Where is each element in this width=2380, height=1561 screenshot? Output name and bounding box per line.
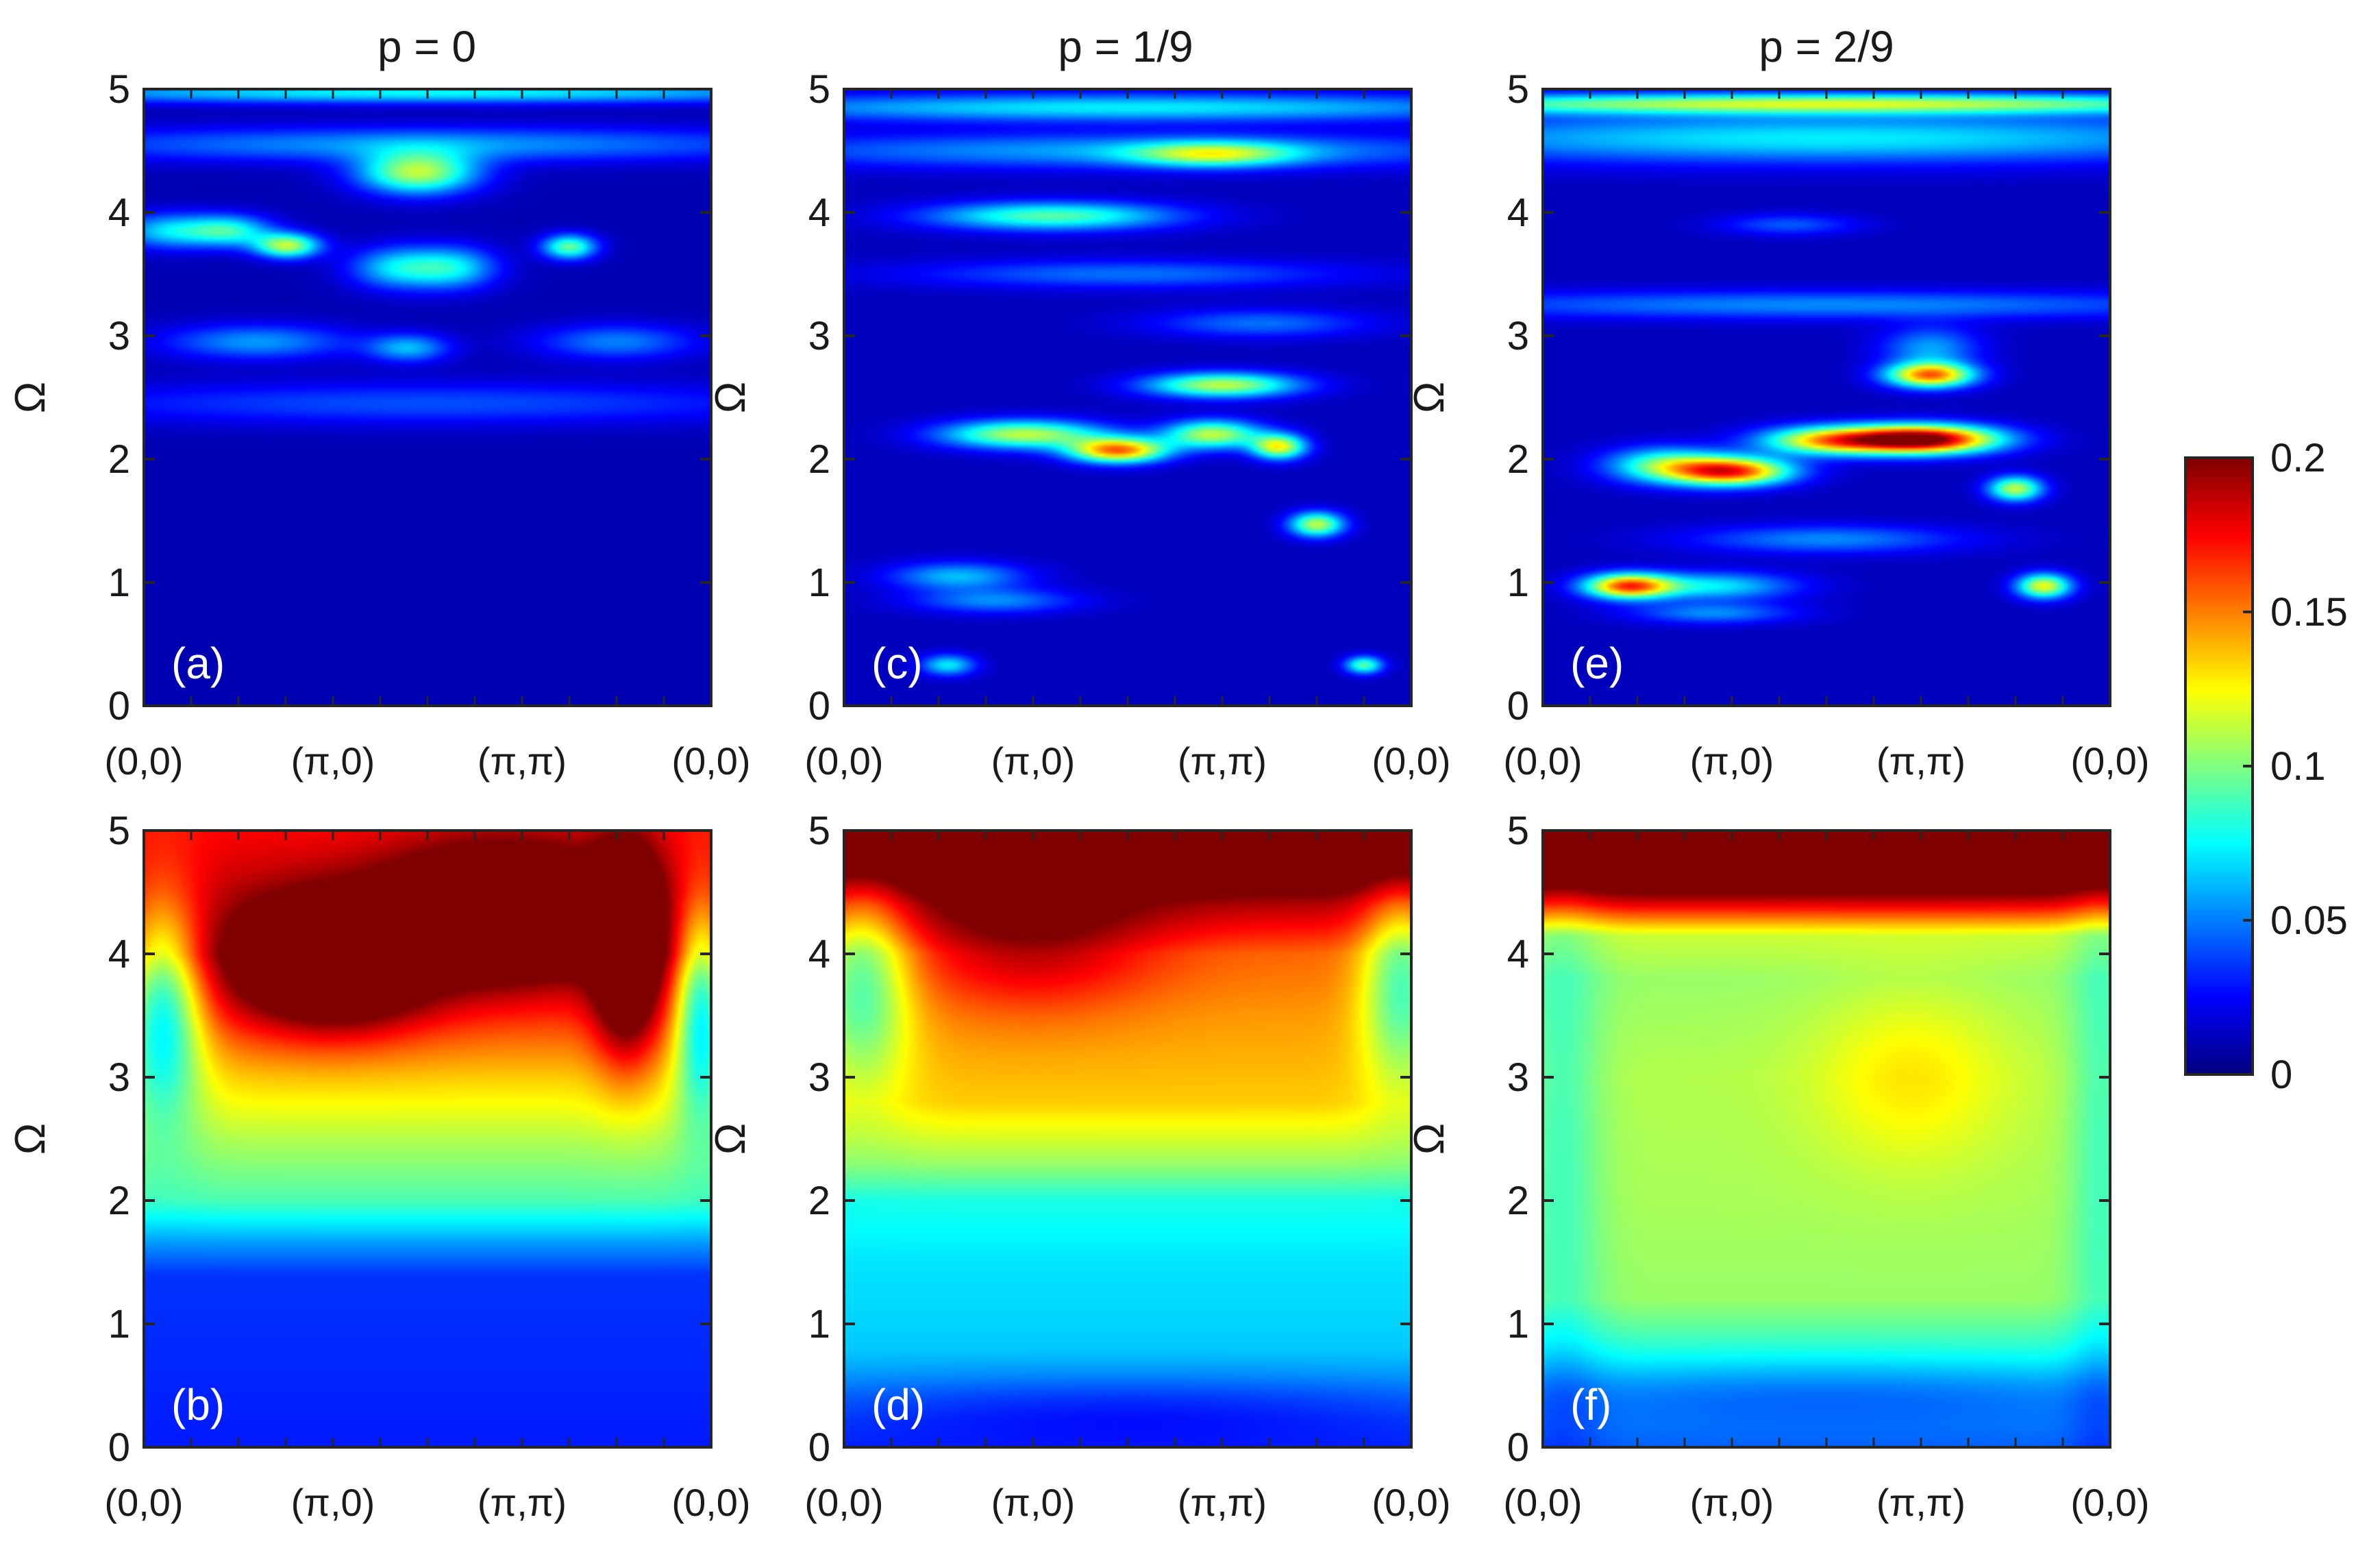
- y-tick-label: 4: [1507, 932, 1529, 976]
- x-tick-label: (π,0): [991, 739, 1076, 783]
- y-axis-label: Ω: [707, 382, 754, 413]
- y-axis-label: Ω: [7, 1123, 54, 1155]
- panel-label: (f): [1570, 1380, 1611, 1429]
- y-tick-label: 3: [1507, 1055, 1529, 1100]
- y-tick-label: 1: [808, 561, 830, 605]
- x-tick-label: (π,π): [1178, 1481, 1267, 1524]
- x-tick-label: (0,0): [104, 739, 183, 783]
- x-tick-label: (0,0): [671, 1481, 750, 1524]
- colorbar-tick-label: 0: [2270, 1053, 2292, 1097]
- panel-b: 0 1 2 3 4 5 (0,0) (π,0) (π,π) (0,0) Ω (b): [7, 809, 751, 1524]
- colorbar-tick-label: 0.15: [2270, 590, 2348, 635]
- x-tick-label: (0,0): [671, 739, 750, 783]
- y-tick-label: 0: [1507, 1425, 1529, 1470]
- y-tick-label: 4: [808, 932, 830, 976]
- y-tick-label: 1: [808, 1302, 830, 1347]
- y-tick-label: 0: [108, 1425, 130, 1470]
- y-tick-label: 5: [808, 67, 830, 112]
- y-tick-label: 3: [808, 1055, 830, 1100]
- x-tick-label: (0,0): [804, 739, 883, 783]
- colorbar-tick-label: 0.05: [2270, 898, 2348, 943]
- y-tick-label: 1: [1507, 561, 1529, 605]
- panel-c: 0 1 2 3 4 5 (0,0) (π,0) (π,π) (0,0) Ω (c): [707, 67, 1451, 783]
- title-p2-9: p = 2/9: [1759, 22, 1894, 71]
- title-p1-9: p = 1/9: [1058, 22, 1193, 71]
- panel-label: (b): [171, 1380, 225, 1429]
- heatmap-image: [144, 831, 711, 1447]
- colorbar-tick-label: 0.1: [2270, 744, 2326, 789]
- x-tick-label: (π,0): [1690, 739, 1774, 783]
- panel-label: (c): [871, 639, 923, 688]
- colorbar: 0 0.05 0.1 0.15 0.2: [2184, 436, 2348, 1097]
- y-tick-label: 4: [808, 190, 830, 235]
- heatmap-image: [1543, 89, 2110, 706]
- y-tick-label: 3: [808, 314, 830, 358]
- x-tick-label: (π,π): [478, 1481, 567, 1524]
- y-tick-label: 5: [108, 67, 130, 112]
- y-tick-label: 4: [108, 932, 130, 976]
- heatmap-image: [844, 831, 1411, 1447]
- x-tick-label: (0,0): [1372, 739, 1450, 783]
- y-tick-label: 0: [108, 684, 130, 728]
- x-tick-label: (π,π): [1876, 1481, 1966, 1524]
- y-axis-label: Ω: [1406, 382, 1453, 413]
- y-tick-label: 5: [1507, 67, 1529, 112]
- x-tick-label: (π,π): [478, 739, 567, 783]
- panel-label: (a): [171, 639, 225, 688]
- heatmap-image: [1543, 831, 2110, 1447]
- x-tick-label: (π,0): [991, 1481, 1076, 1524]
- y-tick-label: 2: [808, 437, 830, 482]
- x-tick-label: (0,0): [104, 1481, 183, 1524]
- y-tick-label: 2: [1507, 437, 1529, 482]
- y-tick-label: 0: [808, 1425, 830, 1470]
- panel-d: 0 1 2 3 4 5 (0,0) (π,0) (π,π) (0,0) Ω (d): [707, 809, 1451, 1524]
- y-tick-label: 0: [808, 684, 830, 728]
- x-tick-label: (0,0): [1503, 1481, 1582, 1524]
- colorbar-gradient: [2185, 458, 2253, 1074]
- y-axis-label: Ω: [707, 1123, 754, 1155]
- y-tick-label: 3: [108, 314, 130, 358]
- x-tick-label: (0,0): [2070, 739, 2149, 783]
- panel-e: 0 1 2 3 4 5 (0,0) (π,0) (π,π) (0,0) Ω (e): [1406, 67, 2150, 783]
- y-tick-label: 1: [1507, 1302, 1529, 1347]
- y-tick-label: 5: [808, 809, 830, 853]
- heatmap-image: [144, 89, 711, 706]
- y-tick-label: 2: [1507, 1179, 1529, 1223]
- x-tick-label: (π,π): [1876, 739, 1966, 783]
- y-tick-label: 4: [108, 190, 130, 235]
- title-p0: p = 0: [377, 22, 476, 71]
- x-tick-label: (0,0): [804, 1481, 883, 1524]
- x-tick-label: (π,π): [1178, 739, 1267, 783]
- y-tick-label: 2: [108, 1179, 130, 1223]
- x-tick-label: (0,0): [1503, 739, 1582, 783]
- panel-f: 0 1 2 3 4 5 (0,0) (π,0) (π,π) (0,0) Ω (f): [1406, 809, 2150, 1524]
- y-axis-label: Ω: [1406, 1123, 1453, 1155]
- y-tick-label: 3: [1507, 314, 1529, 358]
- panel-label: (d): [871, 1380, 925, 1429]
- y-tick-label: 1: [108, 561, 130, 605]
- y-tick-label: 0: [1507, 684, 1529, 728]
- x-tick-label: (0,0): [1372, 1481, 1450, 1524]
- x-tick-label: (0,0): [2070, 1481, 2149, 1524]
- panel-label: (e): [1570, 639, 1624, 688]
- y-tick-label: 5: [1507, 809, 1529, 853]
- colorbar-tick-label: 0.2: [2270, 436, 2326, 480]
- y-tick-label: 3: [108, 1055, 130, 1100]
- x-tick-label: (π,0): [1690, 1481, 1774, 1524]
- y-tick-label: 2: [808, 1179, 830, 1223]
- y-tick-label: 5: [108, 809, 130, 853]
- y-axis-label: Ω: [7, 382, 54, 413]
- y-tick-label: 4: [1507, 190, 1529, 235]
- x-tick-label: (π,0): [291, 1481, 375, 1524]
- y-tick-label: 2: [108, 437, 130, 482]
- panel-a: 0 1 2 3 4 5 (0,0) (π,0) (π,π) (0,0) Ω (a): [7, 67, 751, 783]
- x-tick-label: (π,0): [291, 739, 375, 783]
- y-tick-label: 1: [108, 1302, 130, 1347]
- heatmap-image: [844, 89, 1411, 706]
